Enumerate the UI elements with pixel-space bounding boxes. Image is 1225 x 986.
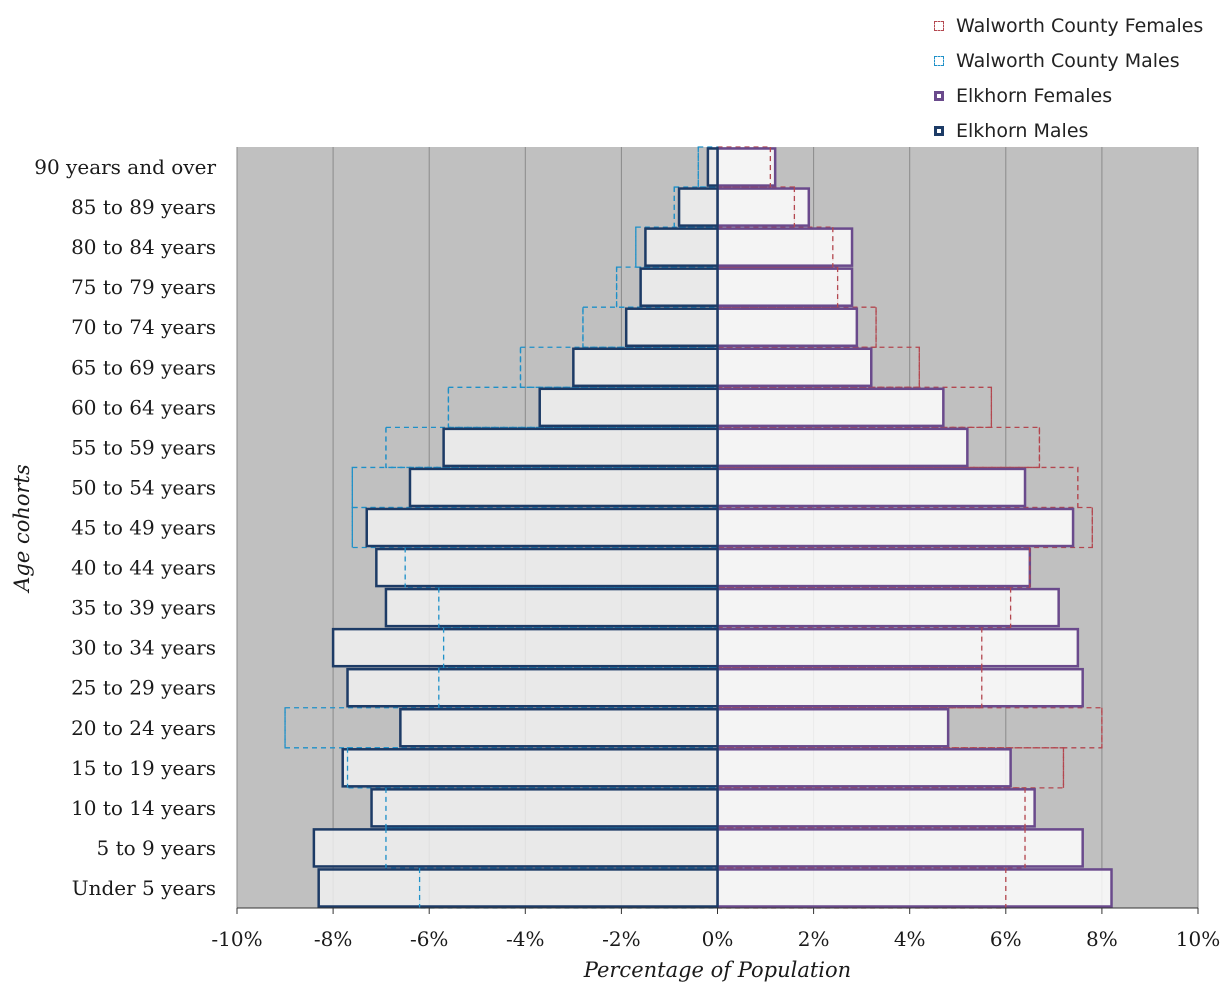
y-category-label-8: 50 to 54 years [71,475,216,499]
legend-label-elkhorn-males: Elkhorn Males [956,119,1089,142]
y-axis-title: Age cohorts [10,464,34,592]
legend-swatch-walworth-females [934,20,944,31]
x-tick-label-9: 8% [1086,927,1118,951]
legend-label-walworth-females: Walworth County Females [956,14,1204,37]
bar-elkhorn-females-1 [716,187,811,227]
bar-elkhorn-females-13 [716,667,1084,708]
bar-elkhorn-females-12 [716,627,1080,668]
bar-elkhorn-males-8 [408,467,719,508]
y-category-label-14: 20 to 24 years [71,716,216,740]
y-category-label-3: 75 to 79 years [71,275,216,299]
bar-elkhorn-males-4 [624,307,719,348]
bar-elkhorn-males-11 [384,587,719,628]
legend-item-walworth-males: Walworth County Males [934,43,1203,78]
y-category-label-4: 70 to 74 years [71,315,216,339]
y-category-label-1: 85 to 89 years [71,195,216,219]
y-category-label-2: 80 to 84 years [71,235,216,259]
bar-elkhorn-females-18 [716,868,1113,908]
x-tick-label-2: -6% [410,927,449,951]
bar-elkhorn-males-17 [312,828,719,868]
y-category-label-17: 5 to 9 years [97,836,216,860]
legend-item-elkhorn-males: Elkhorn Males [934,113,1203,148]
bar-elkhorn-males-15 [341,748,719,788]
x-tick-label-8: 6% [990,927,1022,951]
bar-elkhorn-females-5 [716,347,873,388]
y-category-label-15: 15 to 19 years [71,756,216,780]
bar-elkhorn-females-15 [716,748,1012,788]
y-category-label-10: 40 to 44 years [71,556,216,580]
y-category-label-9: 45 to 49 years [71,516,216,540]
legend-swatch-elkhorn-males [934,125,944,136]
bar-elkhorn-males-10 [375,547,719,588]
bar-elkhorn-females-11 [716,587,1060,628]
bar-elkhorn-females-9 [716,507,1075,548]
y-category-label-16: 10 to 14 years [71,796,216,820]
x-tick-label-6: 2% [798,927,830,951]
bar-elkhorn-males-3 [639,267,719,307]
bar-elkhorn-females-2 [716,227,854,267]
y-category-label-6: 60 to 64 years [71,395,216,419]
x-tick-label-5: 0% [702,927,734,951]
bar-elkhorn-males-9 [365,507,719,548]
bar-elkhorn-males-5 [572,347,719,388]
legend-swatch-walworth-males [934,55,944,66]
bar-elkhorn-males-7 [442,427,719,468]
bar-elkhorn-females-0 [716,147,777,187]
legend-swatch-elkhorn-females [934,90,944,101]
bar-elkhorn-females-4 [716,307,859,348]
legend-label-elkhorn-females: Elkhorn Females [956,84,1113,107]
bar-elkhorn-females-10 [716,547,1032,588]
x-tick-label-3: -4% [506,927,545,951]
legend-item-walworth-females: Walworth County Females [934,8,1203,43]
y-category-label-0: 90 years and over [34,155,216,179]
legend: Walworth County Females Walworth County … [934,8,1203,148]
bar-elkhorn-males-12 [331,627,719,668]
bar-elkhorn-males-16 [370,788,719,828]
y-category-label-11: 35 to 39 years [71,596,216,620]
y-category-label-5: 65 to 69 years [71,355,216,379]
x-axis-title: Percentage of Population [583,958,852,982]
x-tick-label-4: -2% [602,927,641,951]
legend-item-elkhorn-females: Elkhorn Females [934,78,1203,113]
y-category-label-12: 30 to 34 years [71,636,216,660]
x-tick-label-1: -8% [314,927,353,951]
bar-elkhorn-males-14 [399,707,719,748]
bar-elkhorn-males-0 [706,147,719,187]
x-tick-label-7: 4% [894,927,926,951]
bar-elkhorn-males-13 [346,667,719,708]
bar-elkhorn-females-8 [716,467,1027,508]
bar-elkhorn-females-3 [716,267,854,307]
y-category-label-18: Under 5 years [72,876,216,900]
bar-elkhorn-males-2 [644,227,719,267]
x-tick-label-10: 10% [1176,927,1220,951]
y-category-label-13: 25 to 29 years [71,676,216,700]
y-category-label-7: 55 to 59 years [71,435,216,459]
bar-elkhorn-males-1 [677,187,719,227]
bar-elkhorn-females-7 [716,427,969,468]
bar-elkhorn-females-6 [716,387,945,428]
bar-elkhorn-males-18 [317,868,719,908]
x-tick-label-0: -10% [211,927,262,951]
legend-label-walworth-males: Walworth County Males [956,49,1180,72]
bar-elkhorn-females-17 [716,828,1084,868]
bar-elkhorn-males-6 [538,387,719,428]
bar-elkhorn-females-14 [716,707,950,748]
bar-elkhorn-females-16 [716,788,1036,828]
